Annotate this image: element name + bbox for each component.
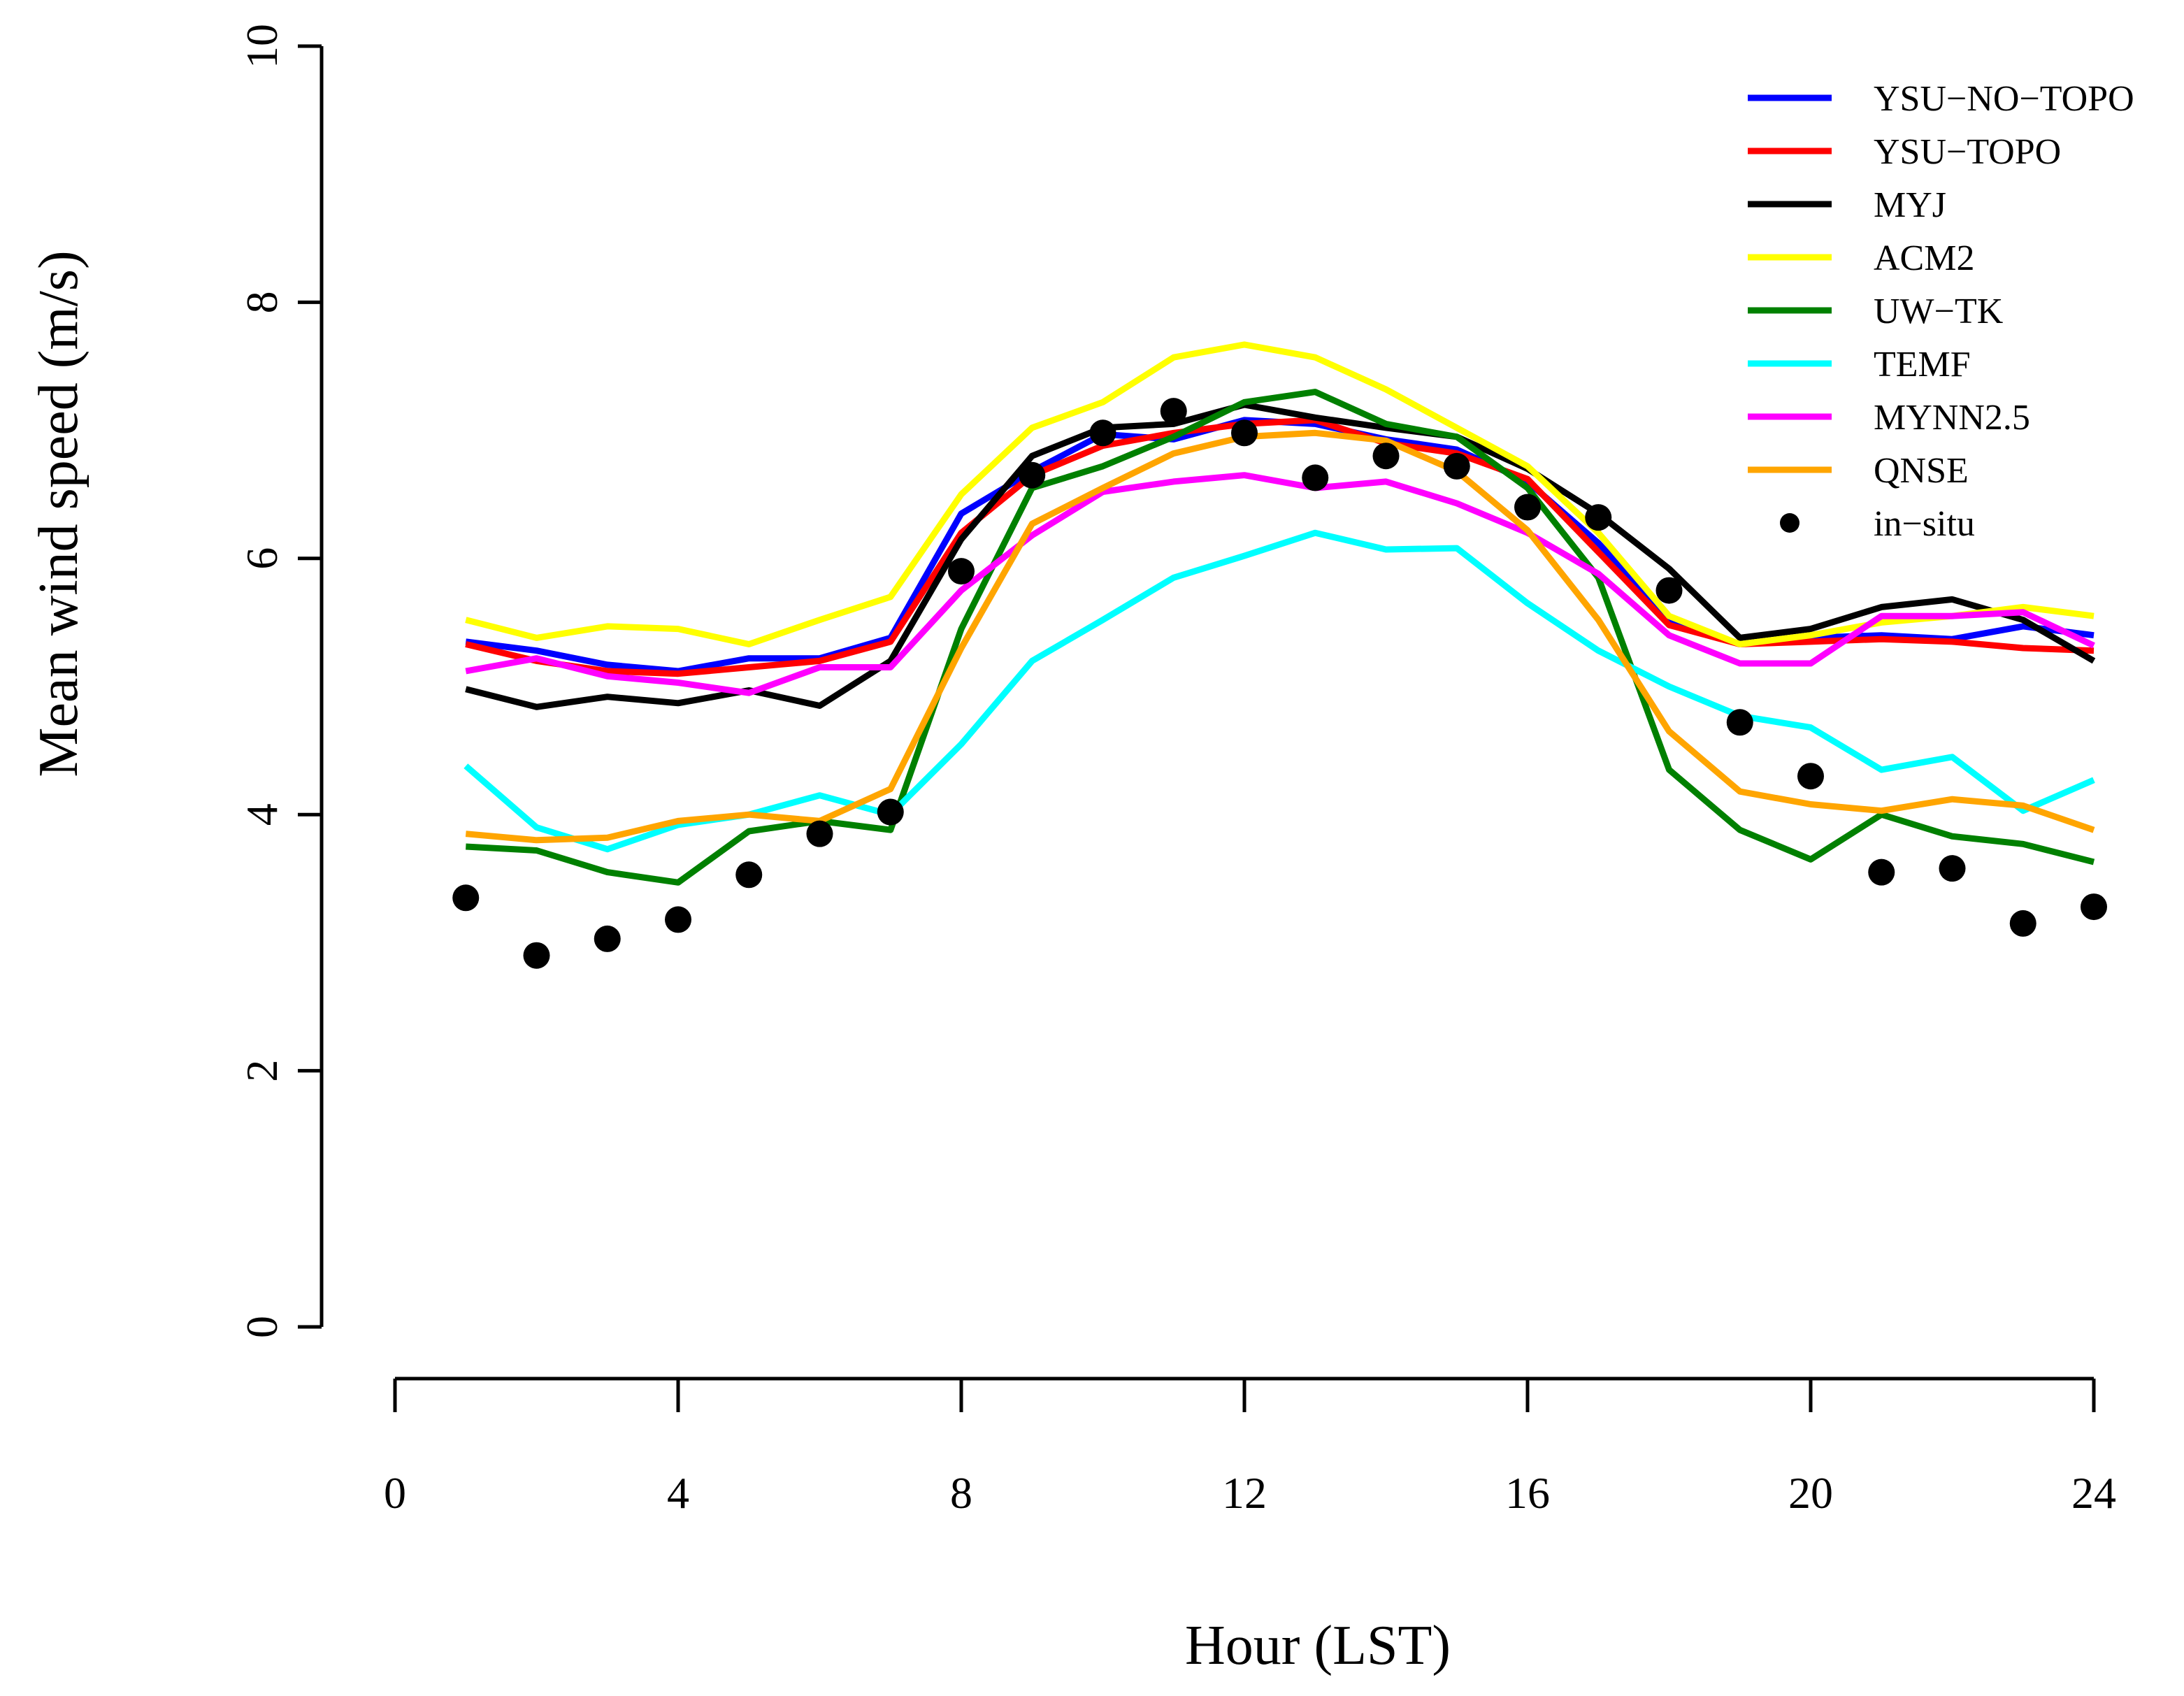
legend-label-in-situ: in−situ	[1874, 504, 1975, 544]
point-in-situ	[1514, 494, 1541, 521]
series-line-qnse	[465, 429, 2095, 844]
point-in-situ	[665, 906, 691, 933]
legend-label-mynn2-5: MYNN2.5	[1874, 398, 2030, 438]
legend-label-acm2: ACM2	[1874, 238, 1974, 278]
x-tick-label: 4	[667, 1468, 689, 1518]
x-tick-label: 16	[1505, 1468, 1550, 1518]
point-in-situ	[1160, 398, 1187, 425]
series-in-situ	[452, 398, 2107, 969]
y-tick-label: 6	[237, 547, 287, 570]
point-in-situ	[948, 558, 975, 585]
point-in-situ	[1089, 419, 1116, 447]
point-in-situ	[1655, 577, 1683, 604]
x-axis-title: Hour (LST)	[1185, 1615, 1451, 1676]
y-tick-label: 0	[237, 1316, 287, 1338]
legend-label-ysu-no-topo: YSU−NO−TOPO	[1874, 79, 2134, 119]
x-tick-label: 12	[1222, 1468, 1267, 1518]
series-line-temf	[464, 529, 2095, 853]
x-axis: 0 4 8 12 16 20 24	[384, 1377, 2116, 1518]
series-line-ysu-topo	[465, 417, 2095, 677]
series-line-mynn2-5	[465, 472, 2095, 696]
point-in-situ	[735, 861, 763, 889]
point-in-situ	[1726, 709, 1753, 736]
point-in-situ	[2081, 893, 2107, 921]
y-axis-title: Mean wind speed (m/s)	[28, 250, 89, 777]
point-in-situ	[523, 942, 550, 969]
point-in-situ	[806, 820, 833, 847]
series-line-uw-tk	[466, 389, 2095, 886]
point-in-situ	[1019, 461, 1046, 489]
series-line-myj	[465, 401, 2096, 710]
legend-label-myj: MYJ	[1874, 185, 1946, 225]
y-tick-label: 10	[237, 24, 287, 69]
legend-label-qnse: QNSE	[1874, 451, 1969, 491]
point-in-situ	[1797, 763, 1824, 790]
point-in-situ	[452, 884, 480, 912]
point-in-situ	[594, 925, 621, 952]
point-in-situ	[877, 798, 904, 826]
y-tick-label: 8	[237, 291, 287, 313]
x-tick-label: 24	[2071, 1468, 2116, 1518]
point-in-situ	[1372, 443, 1400, 470]
point-in-situ	[1302, 464, 1329, 491]
legend-label-uw-tk: UW−TK	[1874, 292, 2004, 331]
point-in-situ	[1939, 855, 1966, 882]
legend-label-temf: TEMF	[1874, 345, 1971, 385]
legend: YSU−NO−TOPO YSU−TOPO MYJ ACM2 UW−TK TEMF MYNN2…	[1748, 79, 2134, 544]
series-line-acm2	[465, 341, 2095, 647]
x-tick-label: 0	[384, 1468, 406, 1518]
point-in-situ	[1868, 858, 1895, 886]
plot-series	[452, 341, 2107, 969]
legend-label-ysu-topo: YSU−TOPO	[1874, 132, 2061, 172]
legend-marker-in-situ	[1780, 513, 1799, 533]
y-tick-label: 4	[237, 803, 287, 826]
point-in-situ	[1231, 419, 1258, 447]
point-in-situ	[2009, 910, 2036, 937]
x-tick-label: 20	[1788, 1468, 1833, 1518]
x-tick-label: 8	[950, 1468, 972, 1518]
y-tick-label: 2	[237, 1060, 287, 1082]
point-in-situ	[1443, 452, 1470, 480]
point-in-situ	[1585, 504, 1612, 531]
y-axis: 0 2 4 6 8 10	[237, 24, 324, 1338]
